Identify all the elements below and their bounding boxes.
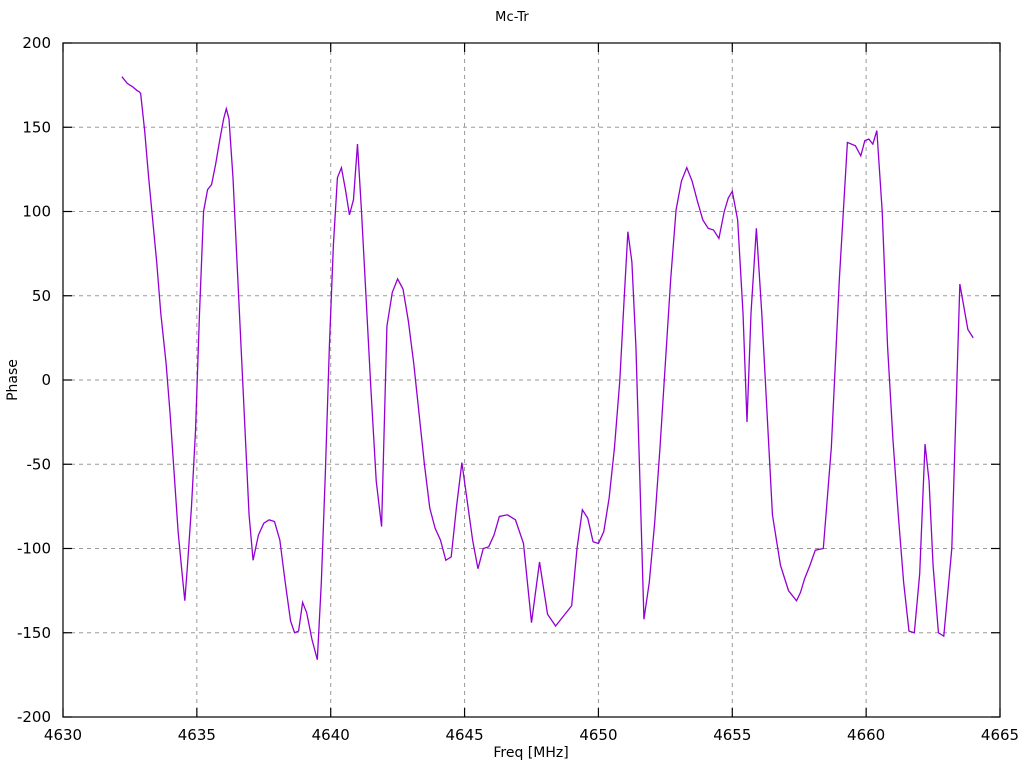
x-tick-label: 4665 bbox=[981, 726, 1019, 744]
y-tick-label: -100 bbox=[17, 540, 51, 558]
tickmarks-group bbox=[62, 42, 1001, 718]
y-tick-label: 0 bbox=[41, 371, 51, 389]
x-tick-label: 4640 bbox=[312, 726, 350, 744]
x-tick-label: 4660 bbox=[847, 726, 885, 744]
y-tick-label: 50 bbox=[32, 287, 51, 305]
y-tick-label: 200 bbox=[22, 34, 51, 52]
y-tick-label: -200 bbox=[17, 708, 51, 726]
x-tick-label: 4655 bbox=[713, 726, 751, 744]
x-tick-label: 4635 bbox=[178, 726, 216, 744]
gridlines-group bbox=[63, 43, 1000, 717]
data-series-group bbox=[121, 76, 974, 660]
y-tick-label: 100 bbox=[22, 203, 51, 221]
x-axis-title: Freq [MHz] bbox=[493, 745, 568, 761]
y-tick-label: -50 bbox=[27, 455, 52, 473]
x-tick-label: 4630 bbox=[44, 726, 82, 744]
y-tick-label: -150 bbox=[17, 624, 51, 642]
y-axis-title: Phase bbox=[5, 359, 21, 401]
x-axis-tick-labels: 4630 4635 4640 4645 4650 4655 4660 4665 bbox=[44, 726, 1019, 744]
data-line-Mc-Tr bbox=[121, 76, 974, 660]
chart-title: Mc-Tr bbox=[495, 10, 529, 25]
plot-border bbox=[62, 42, 1001, 718]
y-axis-tick-labels: -200 -150 -100 -50 0 50 100 150 200 bbox=[17, 34, 51, 726]
x-tick-label: 4645 bbox=[445, 726, 483, 744]
x-tick-label: 4650 bbox=[579, 726, 617, 744]
y-tick-label: 150 bbox=[22, 118, 51, 136]
